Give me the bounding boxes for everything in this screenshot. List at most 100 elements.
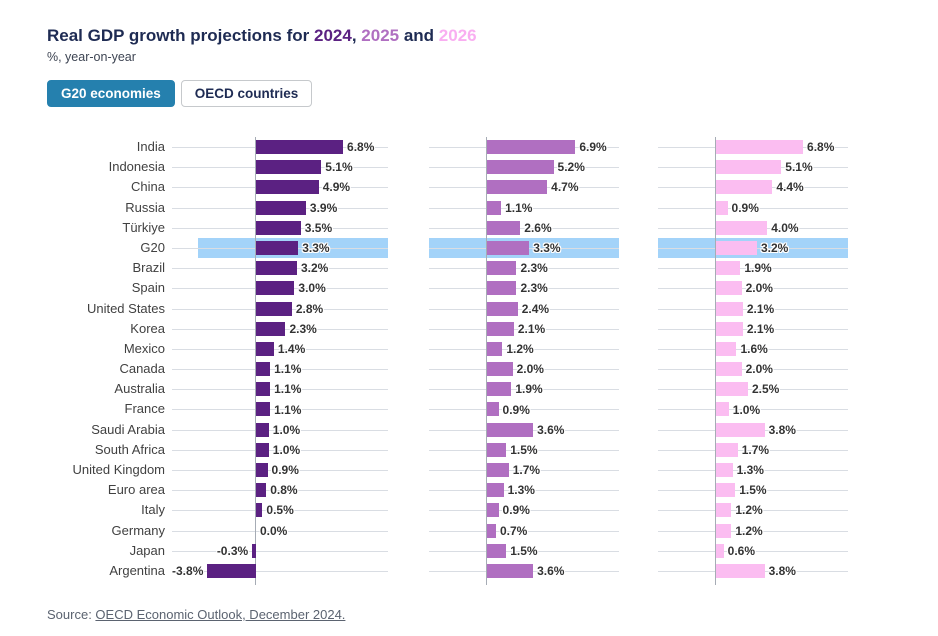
category-label: Italy: [141, 502, 165, 518]
bar-2025: [487, 301, 518, 316]
title-and: and: [399, 26, 439, 45]
bar-2025: [487, 483, 504, 498]
chart-row: 1.3%: [658, 460, 848, 480]
chart-row: -0.3%: [172, 541, 388, 561]
chart-row: 2.1%: [658, 299, 848, 319]
value-label: 1.7%: [741, 442, 770, 457]
bar-2026: [716, 463, 733, 477]
value-label: 1.7%: [512, 463, 541, 478]
title-year-2025: 2025: [361, 26, 400, 45]
chart-row: 1.5%: [429, 440, 619, 460]
value-label: 1.4%: [277, 341, 306, 356]
bar-2026: [716, 422, 765, 437]
chart-row: 1.0%: [172, 420, 388, 440]
chart-row: 2.0%: [658, 278, 848, 298]
bar-2024: [256, 341, 274, 356]
bar-2025: [487, 341, 503, 356]
value-label: 1.9%: [744, 261, 772, 276]
chart-row: 2.5%: [658, 379, 848, 399]
value-label: 6.8%: [807, 140, 835, 155]
bar-2025: [487, 463, 509, 477]
value-label: 5.1%: [325, 160, 353, 175]
chart-row: 1.1%: [429, 198, 619, 218]
chart-row: 1.2%: [658, 521, 848, 541]
tab-oecd-countries[interactable]: OECD countries: [180, 80, 313, 107]
chart-row: 3.5%: [172, 218, 388, 238]
chart-row: 5.1%: [172, 157, 388, 177]
chart-row: 3.0%: [172, 278, 388, 298]
chart-row: 0.5%: [172, 500, 388, 520]
bar-2025: [487, 140, 576, 154]
bar-2026: [716, 240, 757, 255]
bar-2024: [256, 442, 269, 457]
value-label: 5.2%: [557, 160, 585, 175]
chart-row: 1.7%: [429, 460, 619, 480]
chart-row: 6.8%: [658, 137, 848, 157]
bar-2025: [487, 543, 507, 558]
category-label: United Kingdom: [72, 462, 166, 477]
value-label: 4.0%: [771, 220, 799, 235]
bar-2026: [716, 341, 737, 356]
bar-2025: [487, 503, 499, 518]
value-label: 0.6%: [727, 543, 756, 558]
bar-2026: [716, 261, 741, 276]
category-label: Canada: [119, 361, 165, 377]
tab-g20-economies[interactable]: G20 economies: [47, 80, 175, 107]
value-label: 2.1%: [746, 301, 775, 316]
bar-2024: [256, 180, 319, 195]
value-label: 1.5%: [739, 483, 767, 498]
value-label: 1.0%: [272, 442, 301, 457]
chart-row: 2.4%: [429, 299, 619, 319]
value-label: 1.3%: [507, 483, 535, 498]
chart-row: 1.1%: [172, 359, 388, 379]
bar-2025: [487, 200, 502, 215]
category-label: G20: [140, 239, 165, 255]
category-label: Australia: [114, 381, 165, 397]
chart-row: 2.3%: [429, 278, 619, 298]
category-label: Korea: [130, 320, 165, 336]
bar-2025: [487, 382, 512, 397]
value-label: 1.6%: [740, 341, 768, 356]
bar-2024: [256, 402, 271, 417]
bar-2024: [252, 543, 256, 558]
value-label: 1.2%: [735, 523, 763, 538]
value-label: 3.8%: [768, 564, 796, 579]
chart-row: 4.0%: [658, 218, 848, 238]
chart-row: 2.3%: [172, 319, 388, 339]
chart-row: 1.2%: [429, 339, 619, 359]
source-line: Source: OECD Economic Outlook, December …: [47, 607, 938, 622]
value-label: 0.7%: [499, 523, 528, 538]
bar-2026: [716, 321, 743, 336]
bar-2024: [256, 463, 268, 477]
bar-2025: [487, 321, 514, 336]
chart-row: 3.8%: [658, 561, 848, 581]
bar-2026: [716, 543, 724, 558]
bar-2024: [256, 261, 297, 276]
bar-2026: [716, 442, 738, 457]
bar-2024: [256, 240, 299, 255]
value-label: 1.1%: [505, 200, 533, 215]
bar-2026: [716, 563, 765, 578]
value-label: 1.1%: [274, 362, 302, 377]
bar-2026: [716, 220, 768, 235]
chart-row: 3.3%: [429, 237, 619, 259]
chart-row: -3.8%: [172, 561, 388, 581]
chart-row: 2.3%: [429, 258, 619, 278]
source-link[interactable]: OECD Economic Outlook, December 2024.: [95, 607, 346, 623]
value-label: 3.8%: [768, 422, 796, 437]
category-label: Japan: [129, 542, 165, 558]
chart-row: 2.6%: [429, 218, 619, 238]
axis-line: [715, 137, 716, 585]
value-label: 3.6%: [537, 564, 565, 579]
bar-2024: [256, 483, 267, 498]
bar-2026: [716, 301, 743, 316]
chart-row: 3.2%: [172, 258, 388, 278]
bar-2025: [487, 160, 554, 175]
chart-row: 1.1%: [172, 399, 388, 419]
bar-2025: [487, 281, 517, 296]
category-label: South Africa: [94, 441, 165, 457]
value-label: 1.3%: [736, 463, 764, 478]
chart-row: 3.8%: [658, 420, 848, 440]
chart-row: 1.3%: [429, 480, 619, 500]
value-label: 1.2%: [506, 341, 534, 356]
